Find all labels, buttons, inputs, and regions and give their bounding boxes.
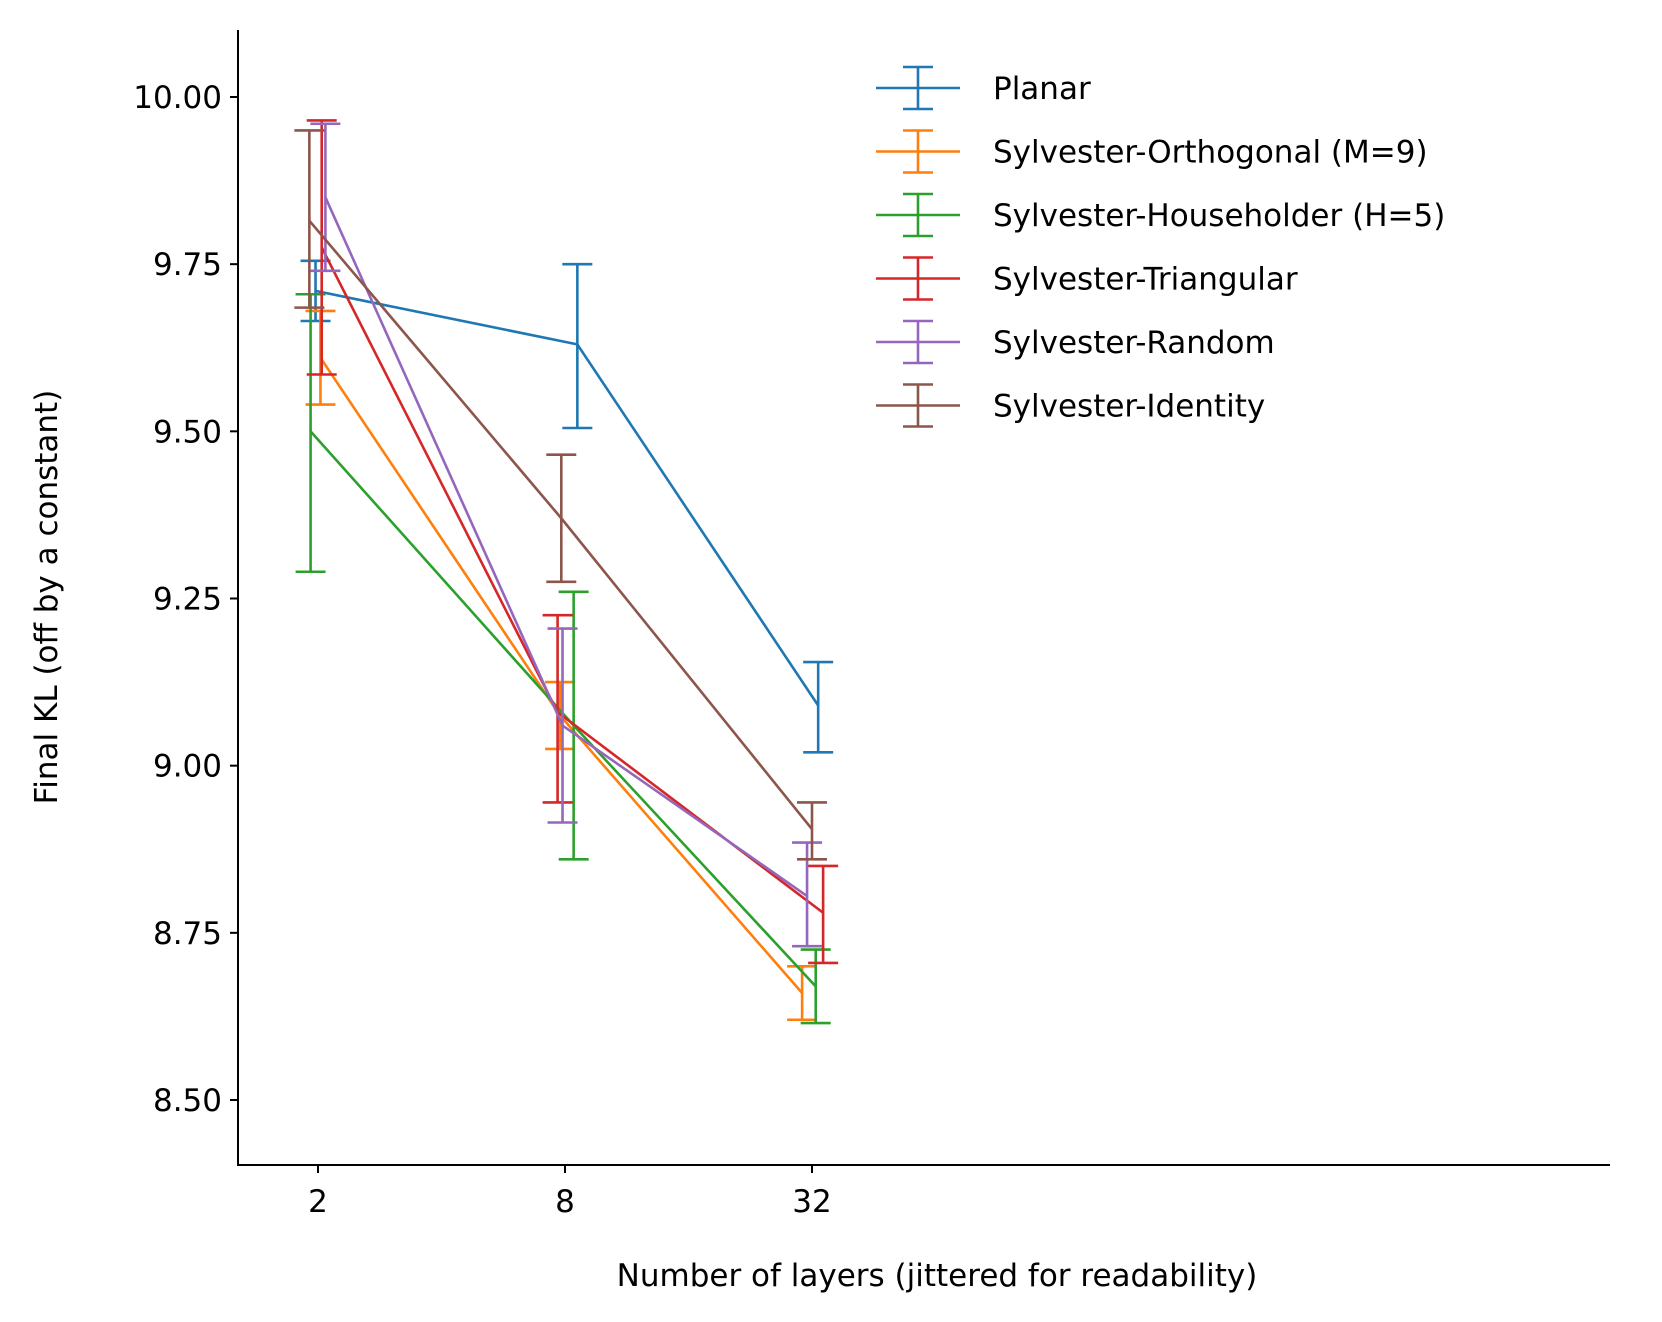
y-axis-label: Final KL (off by a constant) (29, 390, 65, 805)
legend-item: Sylvester-Householder (H=5) (876, 192, 1445, 238)
y-tick-label: 8.75 (153, 916, 222, 952)
error-bar (310, 122, 341, 273)
error-bar (562, 262, 593, 430)
y-tick-label: 9.50 (153, 414, 222, 450)
error-bar (787, 964, 818, 1022)
legend-label: Sylvester-Identity (993, 389, 1265, 425)
legend-swatch (876, 319, 960, 365)
error-bar (306, 119, 337, 376)
error-bar (542, 613, 573, 804)
legend: Planar Sylvester-Orthogonal (M=9) Sylveste… (876, 65, 1445, 428)
error-bar (803, 660, 834, 754)
error-bar (294, 129, 325, 309)
legend-item: Sylvester-Orthogonal (M=9) (876, 129, 1428, 174)
legend-label: Sylvester-Triangular (993, 262, 1298, 298)
legend-label: Sylvester-Orthogonal (M=9) (993, 135, 1428, 171)
error-bar (547, 627, 578, 824)
y-tick-label: 8.50 (153, 1083, 222, 1119)
legend-swatch (876, 192, 960, 238)
error-bar (546, 453, 577, 584)
error-bar (808, 864, 839, 965)
legend-item: Sylvester-Triangular (876, 256, 1298, 301)
legend-label: Planar (993, 71, 1091, 107)
legend-swatch (876, 383, 960, 428)
series-0 (300, 259, 834, 754)
series-4 (310, 122, 823, 948)
y-tick-label: 9.00 (153, 749, 222, 785)
series-line (315, 289, 820, 707)
legend-item: Sylvester-Identity (876, 383, 1265, 428)
x-tick-label: 2 (308, 1184, 328, 1220)
x-axis-label: Number of layers (jittered for readabili… (617, 1258, 1258, 1294)
legend-item: Sylvester-Random (876, 319, 1275, 365)
legend-swatch (876, 65, 960, 111)
legend-item: Planar (876, 65, 1091, 111)
x-tick-label: 8 (555, 1184, 575, 1220)
x-ticks: 2 8 32 (308, 1165, 832, 1220)
series-line (324, 196, 808, 898)
error-bar (797, 801, 827, 861)
error-bar (800, 948, 831, 1025)
y-tick-label: 9.25 (153, 582, 222, 618)
y-ticks: 8.50 8.75 9.00 9.25 9.50 9.75 10.00 (133, 80, 238, 1119)
legend-swatch (876, 256, 960, 301)
legend-swatch (876, 129, 960, 174)
legend-label: Sylvester-Random (993, 325, 1275, 361)
y-tick-label: 9.75 (153, 247, 222, 283)
legend-label: Sylvester-Householder (H=5) (993, 198, 1445, 234)
plot-area (294, 119, 839, 1025)
y-tick-label: 10.00 (133, 80, 222, 116)
x-tick-label: 32 (792, 1184, 831, 1220)
series-5 (294, 129, 827, 861)
